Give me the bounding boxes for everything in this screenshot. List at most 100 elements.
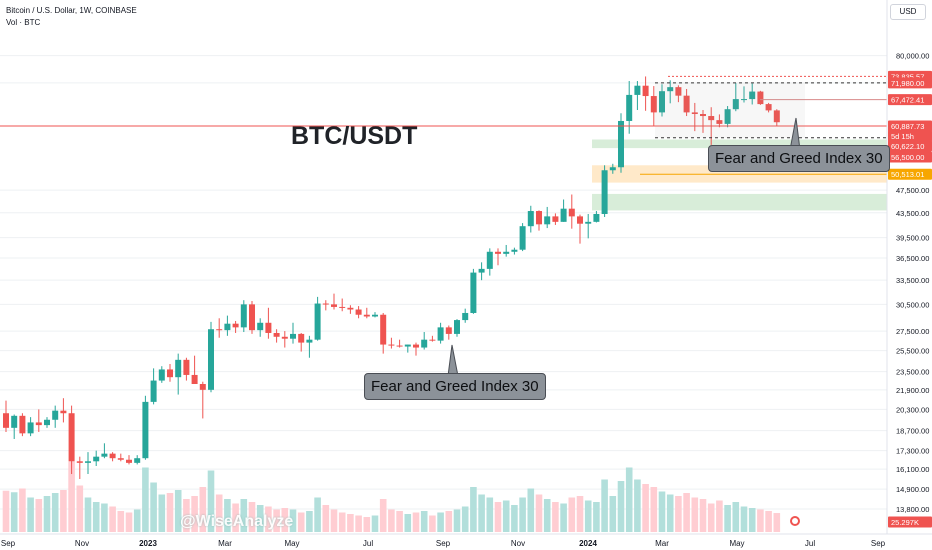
price-tag bbox=[888, 516, 932, 528]
candle-body bbox=[19, 415, 26, 434]
candle-body bbox=[208, 329, 214, 390]
symbol-line: Bitcoin / U.S. Dollar, 1W, COINBASE bbox=[6, 6, 137, 15]
candle-body bbox=[552, 216, 559, 222]
candle-body bbox=[150, 380, 157, 402]
candle-body bbox=[331, 304, 337, 307]
price-axis[interactable]: 80,000.00 71,980.00 47,500.00 43,500.00 39,5… bbox=[886, 0, 932, 534]
time-tick-label: Sep bbox=[871, 539, 886, 548]
volume-bar bbox=[560, 503, 567, 532]
flag-icon-inner bbox=[792, 518, 798, 524]
volume-bar bbox=[740, 506, 748, 532]
time-tick-label: Mar bbox=[655, 539, 669, 548]
price-tag-label: 25.297K bbox=[891, 518, 919, 527]
price-tag bbox=[888, 94, 932, 106]
candle-body bbox=[593, 213, 600, 222]
volume-bar bbox=[273, 509, 280, 532]
price-tick-label: 25,500.00 bbox=[896, 347, 929, 356]
volume-bar bbox=[642, 484, 649, 532]
volume-bar bbox=[675, 496, 682, 532]
time-tick-label: Sep bbox=[436, 539, 451, 548]
candle-body bbox=[142, 401, 149, 459]
range-box bbox=[655, 82, 805, 138]
candle-body bbox=[486, 251, 493, 269]
candle-body bbox=[716, 120, 723, 124]
candles bbox=[3, 76, 780, 479]
candle-body bbox=[224, 323, 231, 331]
candle-body bbox=[585, 221, 592, 224]
price-tick-label: 14,900.00 bbox=[896, 485, 929, 494]
candle-body bbox=[175, 359, 182, 378]
candle-body bbox=[93, 456, 100, 462]
candle-body bbox=[495, 251, 501, 254]
candle-body bbox=[511, 249, 518, 252]
volume-bar bbox=[347, 514, 354, 532]
volume-bar bbox=[117, 511, 125, 532]
candle-body bbox=[273, 332, 280, 337]
volume-bars bbox=[2, 461, 781, 532]
price-tick-label: 20,300.00 bbox=[896, 405, 929, 414]
volume-bar bbox=[281, 508, 289, 532]
volume-bar bbox=[716, 500, 723, 532]
volume-bar bbox=[109, 506, 116, 532]
volume-bar bbox=[609, 496, 617, 532]
candle-body bbox=[527, 211, 534, 227]
volume-bar bbox=[174, 490, 182, 532]
volume-bar bbox=[543, 499, 551, 532]
volume-bar bbox=[748, 508, 756, 532]
candle-body bbox=[109, 453, 116, 459]
volume-bar bbox=[617, 481, 625, 532]
price-tick-label: 27,500.00 bbox=[896, 327, 929, 336]
candle-body bbox=[52, 410, 59, 420]
volume-label: Vol · BTC bbox=[6, 18, 41, 27]
currency-button[interactable]: USD bbox=[890, 4, 926, 20]
overlay-lines bbox=[0, 75, 887, 526]
candle-body bbox=[314, 303, 321, 340]
time-tick-label: Jul bbox=[363, 539, 373, 548]
volume-bar bbox=[478, 494, 485, 532]
volume-bar bbox=[125, 512, 133, 532]
volume-bar bbox=[322, 505, 330, 532]
candle-body bbox=[413, 344, 419, 348]
time-axis[interactable]: Sep Nov 2023 Mar May Jul Sep Nov 2024 Mar May Jul Se… bbox=[0, 533, 932, 548]
candle-body bbox=[44, 419, 50, 426]
volume-bar bbox=[76, 485, 84, 532]
candle-body bbox=[240, 304, 247, 328]
candle-body bbox=[347, 307, 354, 310]
candle-body bbox=[650, 96, 657, 113]
candle-body bbox=[298, 333, 305, 343]
volume-bar bbox=[650, 487, 658, 532]
candle-body bbox=[519, 226, 526, 250]
candle-body bbox=[618, 120, 624, 168]
price-tag-label: 56,500.00 bbox=[891, 153, 924, 162]
volume-bar bbox=[396, 511, 403, 532]
candle-body bbox=[191, 374, 198, 384]
volume-bar bbox=[535, 494, 543, 532]
price-tick-label: 47,500.00 bbox=[896, 186, 929, 195]
price-tick-label: 16,100.00 bbox=[896, 465, 929, 474]
price-tag bbox=[888, 140, 932, 152]
volume-bar bbox=[601, 479, 608, 532]
candle-body bbox=[634, 85, 641, 95]
candle-body bbox=[101, 453, 108, 457]
volume-bar bbox=[306, 511, 313, 532]
candle-body bbox=[126, 459, 132, 463]
candle-body bbox=[642, 85, 649, 97]
volume-bar bbox=[658, 491, 666, 532]
time-tick-label: Sep bbox=[1, 539, 16, 548]
volume-bar bbox=[92, 502, 100, 532]
volume-bar bbox=[101, 503, 108, 532]
volume-bar bbox=[724, 505, 731, 532]
price-tag bbox=[888, 130, 932, 142]
volume-bar bbox=[43, 496, 51, 532]
callout-fear-greed-2: Fear and Greed Index 30 bbox=[364, 373, 546, 400]
volume-bar bbox=[666, 494, 674, 532]
candle-body bbox=[257, 322, 264, 331]
volume-bar bbox=[27, 497, 34, 532]
volume-bar bbox=[166, 493, 174, 532]
time-tick-label: 2023 bbox=[139, 539, 157, 548]
candle-body bbox=[691, 112, 698, 115]
candle-body bbox=[265, 322, 272, 333]
volume-bar bbox=[2, 490, 10, 532]
volume-bar bbox=[314, 497, 321, 532]
